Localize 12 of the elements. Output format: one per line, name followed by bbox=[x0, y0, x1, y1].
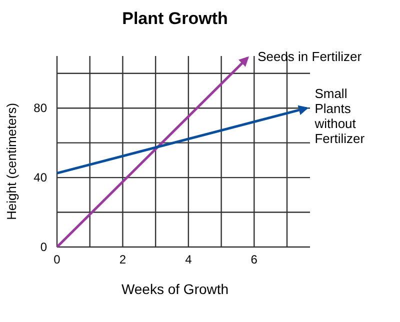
y-tick-label: 80 bbox=[34, 100, 48, 115]
y-tick-label: 40 bbox=[34, 170, 48, 184]
x-axis-title: Weeks of Growth bbox=[121, 281, 229, 297]
x-tick-label: 0 bbox=[54, 252, 61, 267]
x-tick-label: 6 bbox=[250, 252, 258, 267]
x-tick-label: 2 bbox=[119, 252, 126, 267]
chart-title: Plant Growth bbox=[122, 9, 228, 28]
y-tick-label: 0 bbox=[40, 240, 48, 254]
series-label: Small Plants without Fertilizer bbox=[314, 86, 366, 146]
y-axis-title: Height (centimeters) bbox=[4, 102, 19, 220]
series-label: Seeds in Fertilizer bbox=[258, 48, 362, 64]
x-tick-label: 4 bbox=[185, 252, 192, 267]
